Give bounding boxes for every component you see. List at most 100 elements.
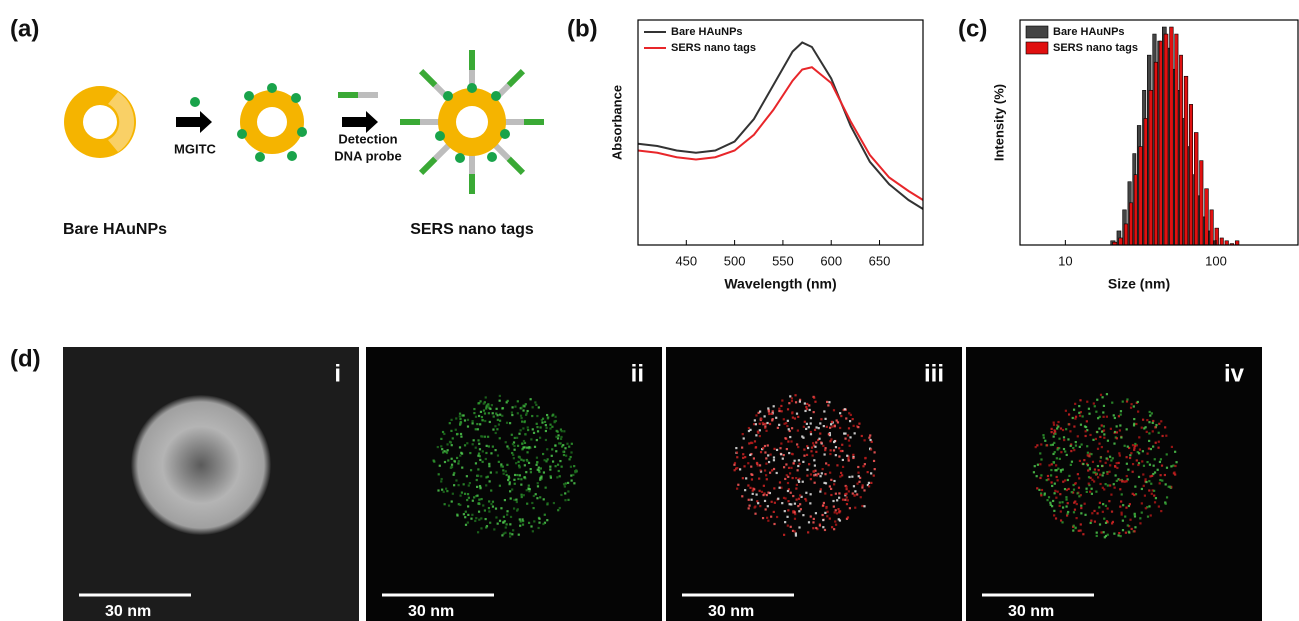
element-signal [848,412,851,415]
element-signal [462,483,465,486]
element-signal [432,459,435,462]
element-signal [812,527,815,530]
element-signal [526,451,529,454]
element-signal [1085,487,1088,490]
element-signal [1128,456,1132,460]
element-signal [494,449,497,452]
element-signal [1050,481,1053,484]
element-signal [758,422,761,425]
element-signal [560,493,563,497]
element-signal [1106,471,1109,474]
element-signal [1149,447,1153,451]
element-signal [477,510,481,513]
element-signal [1065,514,1069,517]
x-axis-label: Wavelength (nm) [724,276,836,292]
element-signal [1080,504,1083,507]
element-signal [1070,491,1073,494]
element-signal [750,473,753,476]
element-signal [809,433,813,436]
element-signal [1073,449,1076,452]
element-signal [796,443,799,446]
element-signal [1095,531,1098,534]
element-signal [495,516,498,519]
element-signal [1078,445,1081,448]
histogram-bar [1148,90,1154,246]
element-signal [542,471,546,474]
element-signal [797,497,801,500]
element-signal [1060,451,1063,454]
element-signal [510,433,513,436]
element-signal [807,426,810,429]
element-signal [840,414,843,418]
element-signal [765,474,768,477]
element-signal [513,498,516,502]
element-signal [532,494,535,498]
element-signal [1133,417,1136,421]
element-signal [842,408,845,412]
element-signal [546,448,549,451]
element-signal [1134,442,1137,446]
element-signal [798,477,801,480]
element-signal [802,514,805,517]
element-signal [1040,443,1043,446]
element-signal [518,432,521,435]
element-signal [761,421,764,425]
element-signal [455,417,458,420]
element-signal [1174,450,1177,453]
element-signal [801,435,804,438]
element-signal [1051,484,1054,488]
element-signal [1065,498,1068,501]
element-signal [1126,524,1129,527]
element-signal [1173,471,1176,474]
element-signal [476,428,479,431]
element-signal [1046,474,1050,478]
element-signal [536,468,539,471]
element-signal [813,474,816,477]
element-signal [763,499,767,503]
element-signal [806,445,809,448]
element-signal [506,445,509,448]
element-signal [1084,513,1087,516]
element-signal [1053,451,1056,454]
element-signal [500,507,503,510]
element-signal [556,463,560,466]
element-signal [462,414,465,417]
element-signal [468,481,471,485]
element-signal [1085,462,1089,465]
element-signal [787,488,790,491]
element-signal [1090,519,1093,522]
element-signal [1055,457,1058,460]
element-signal [817,427,820,430]
element-signal [736,456,739,459]
element-signal [1040,474,1043,477]
element-signal [1059,493,1062,496]
element-signal [778,407,781,410]
element-signal [793,530,796,533]
element-signal [833,528,836,531]
element-signal [1079,399,1082,402]
element-signal [750,478,754,481]
element-signal [873,451,876,454]
element-signal [502,532,505,535]
element-signal [1090,453,1093,456]
element-signal [751,441,754,445]
element-signal [772,456,776,459]
element-signal [744,456,747,459]
element-signal [527,487,530,490]
element-signal [493,528,496,531]
histogram-bar [1118,237,1123,246]
element-signal [1080,443,1083,446]
element-signal [485,484,488,487]
element-signal [747,484,750,487]
micrograph-label: i [334,360,341,387]
element-signal [1042,434,1045,437]
element-signal [787,500,790,503]
element-signal [844,437,847,440]
element-signal [1148,489,1151,492]
element-signal [560,465,563,468]
element-signal [1058,457,1061,460]
element-signal [870,481,873,485]
histogram-bar [1199,160,1204,246]
element-signal [1103,436,1106,439]
element-signal [507,478,510,482]
